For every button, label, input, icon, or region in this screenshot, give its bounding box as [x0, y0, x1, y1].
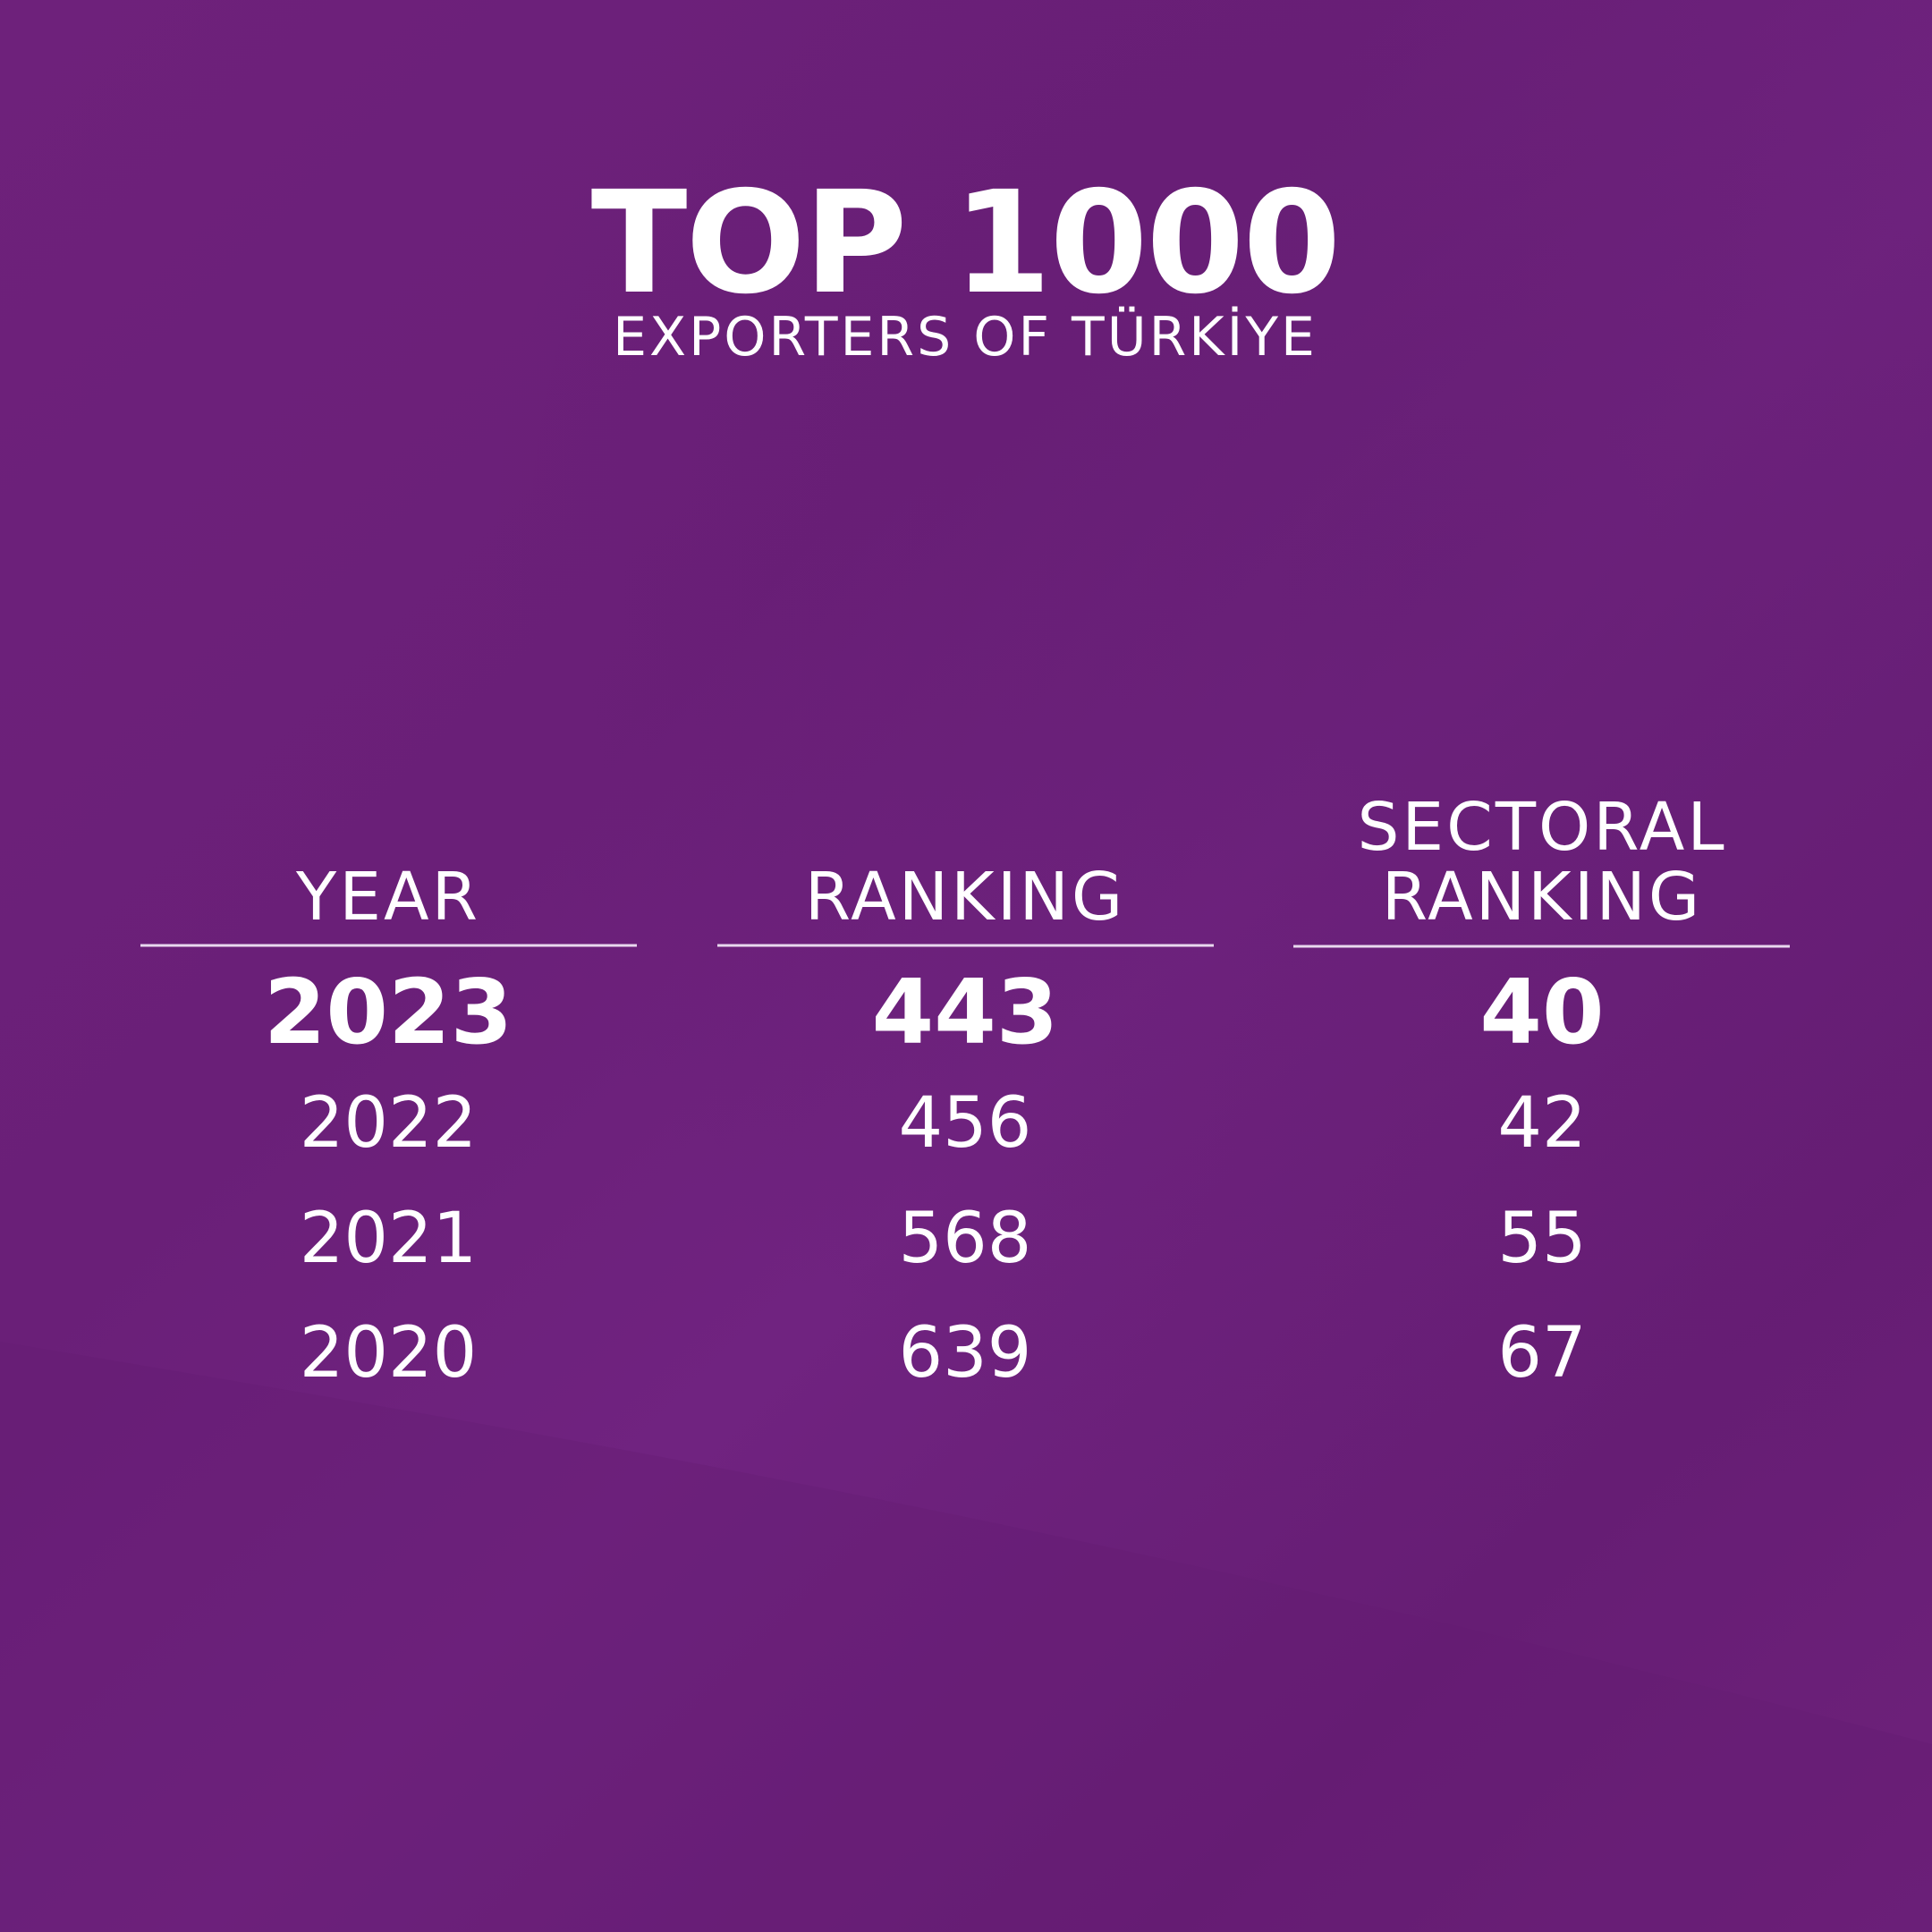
column-header: RANKING [805, 859, 1125, 936]
cell: 2021 [300, 1199, 478, 1279]
column-header: SECTORAL RANKING [1357, 789, 1726, 936]
title: TOP 1000 [591, 161, 1340, 326]
cell-highlight: 40 [1479, 960, 1604, 1064]
cell: 2020 [300, 1313, 478, 1394]
cell: 42 [1497, 1083, 1586, 1164]
cell: 55 [1497, 1199, 1586, 1279]
cell: 67 [1497, 1313, 1586, 1394]
cell-highlight: 443 [872, 960, 1059, 1064]
column-header: YEAR [295, 859, 480, 936]
background-wave [0, 1342, 1932, 1932]
cell: 456 [899, 1083, 1032, 1164]
table: YEAR RANKING SECTORAL RANKING 2023 443 40 2022 4… [140, 789, 1790, 1394]
cell: 568 [899, 1199, 1032, 1279]
cell-highlight: 2023 [264, 960, 513, 1064]
cell: 2022 [300, 1083, 478, 1164]
subtitle: EXPORTERS OF TÜRKİYE [613, 305, 1318, 369]
cell: 639 [899, 1313, 1032, 1394]
